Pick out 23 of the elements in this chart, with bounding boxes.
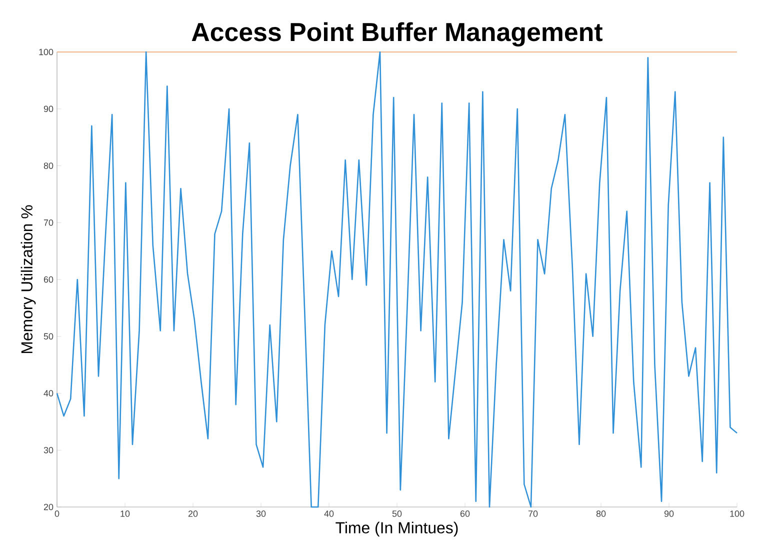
y-tick-label: 50 [44, 333, 54, 340]
y-tick-label: 70 [44, 219, 54, 226]
y-tick-label: 60 [44, 276, 54, 283]
x-tick-label: 100 [730, 510, 744, 517]
x-axis-title: Time (In Mintues) [336, 522, 458, 537]
y-tick-label: 20 [44, 504, 54, 510]
y-tick-label: 80 [44, 162, 54, 169]
x-tick-label: 10 [120, 510, 130, 517]
y-tick-label: 40 [44, 390, 54, 396]
x-tick-label: 40 [324, 510, 334, 517]
x-tick-label: 20 [188, 510, 198, 517]
x-tick-label: 90 [664, 510, 674, 517]
x-tick-label: 60 [460, 510, 470, 517]
y-tick-label: 30 [44, 446, 54, 454]
x-tick-label: 30 [256, 510, 266, 517]
chart-title: Access Point Buffer Management [192, 22, 602, 46]
x-tick-label: 0 [54, 510, 60, 517]
y-axis-title: Memory Utilization % [20, 205, 36, 354]
x-tick-label: 70 [528, 510, 538, 517]
x-tick-label: 80 [596, 510, 606, 517]
y-tick-label: 100 [39, 48, 54, 56]
x-tick-label: 50 [392, 510, 402, 517]
y-tick-label: 90 [44, 106, 54, 112]
